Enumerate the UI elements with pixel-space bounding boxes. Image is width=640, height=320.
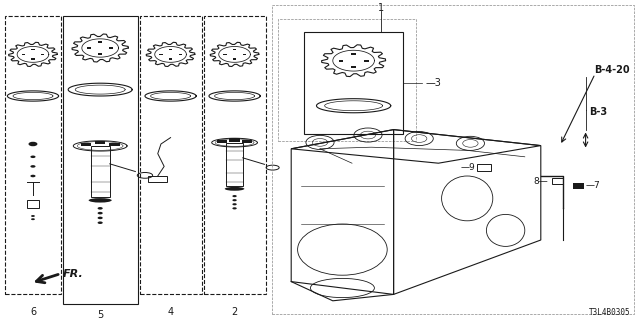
Circle shape	[232, 195, 237, 197]
Bar	[169, 59, 172, 60]
Circle shape	[97, 207, 103, 210]
Circle shape	[31, 165, 36, 168]
Text: 1: 1	[378, 3, 384, 13]
Text: 4: 4	[168, 307, 173, 317]
Circle shape	[97, 221, 103, 224]
Bar	[351, 66, 356, 68]
Bar	[109, 47, 113, 49]
Bar	[272, 5, 634, 314]
Bar	[339, 60, 343, 62]
Bar	[87, 47, 91, 49]
Bar	[364, 60, 369, 62]
Bar	[27, 200, 40, 208]
Bar	[278, 19, 416, 141]
Text: B-4-20: B-4-20	[594, 65, 630, 76]
Bar	[91, 146, 110, 197]
Bar	[31, 59, 35, 60]
Text: 8—: 8—	[534, 177, 548, 186]
Text: —9: —9	[460, 164, 475, 172]
Bar	[552, 178, 563, 184]
Circle shape	[29, 142, 37, 146]
Bar	[159, 53, 163, 55]
Bar	[242, 140, 252, 143]
Bar	[22, 53, 25, 55]
Bar	[148, 176, 168, 182]
Bar	[31, 49, 35, 50]
Bar	[95, 141, 105, 144]
Text: 2: 2	[232, 307, 237, 317]
Circle shape	[31, 218, 35, 220]
Bar	[140, 16, 202, 294]
Circle shape	[232, 203, 237, 205]
Bar	[179, 53, 182, 55]
Bar	[81, 143, 91, 146]
Circle shape	[232, 199, 237, 201]
Bar	[233, 49, 236, 50]
Bar	[217, 140, 227, 143]
Circle shape	[97, 217, 103, 219]
Ellipse shape	[225, 187, 244, 191]
Bar	[477, 164, 491, 171]
Text: B-3: B-3	[589, 107, 607, 117]
Bar	[41, 53, 44, 55]
Circle shape	[31, 156, 36, 158]
Bar	[169, 49, 172, 50]
Bar	[233, 59, 236, 60]
Bar	[573, 183, 584, 189]
Text: FR.: FR.	[63, 268, 83, 279]
Circle shape	[97, 212, 103, 214]
Bar	[98, 53, 102, 55]
Circle shape	[31, 175, 36, 177]
Bar	[223, 53, 227, 55]
Circle shape	[31, 215, 35, 217]
Text: T3L4B0305: T3L4B0305	[589, 308, 630, 317]
Bar	[304, 32, 403, 134]
Text: —7: —7	[586, 181, 600, 190]
Bar	[230, 138, 240, 141]
Text: 5: 5	[97, 310, 103, 320]
Ellipse shape	[88, 198, 111, 203]
Bar	[5, 16, 61, 294]
Bar	[98, 41, 102, 43]
Bar	[109, 143, 120, 146]
Bar	[63, 16, 138, 304]
Bar	[351, 53, 356, 55]
Bar	[204, 16, 266, 294]
Bar	[227, 143, 243, 186]
Text: —3: —3	[426, 78, 442, 88]
Circle shape	[232, 207, 237, 209]
Bar	[243, 53, 246, 55]
Text: 6: 6	[30, 307, 36, 317]
